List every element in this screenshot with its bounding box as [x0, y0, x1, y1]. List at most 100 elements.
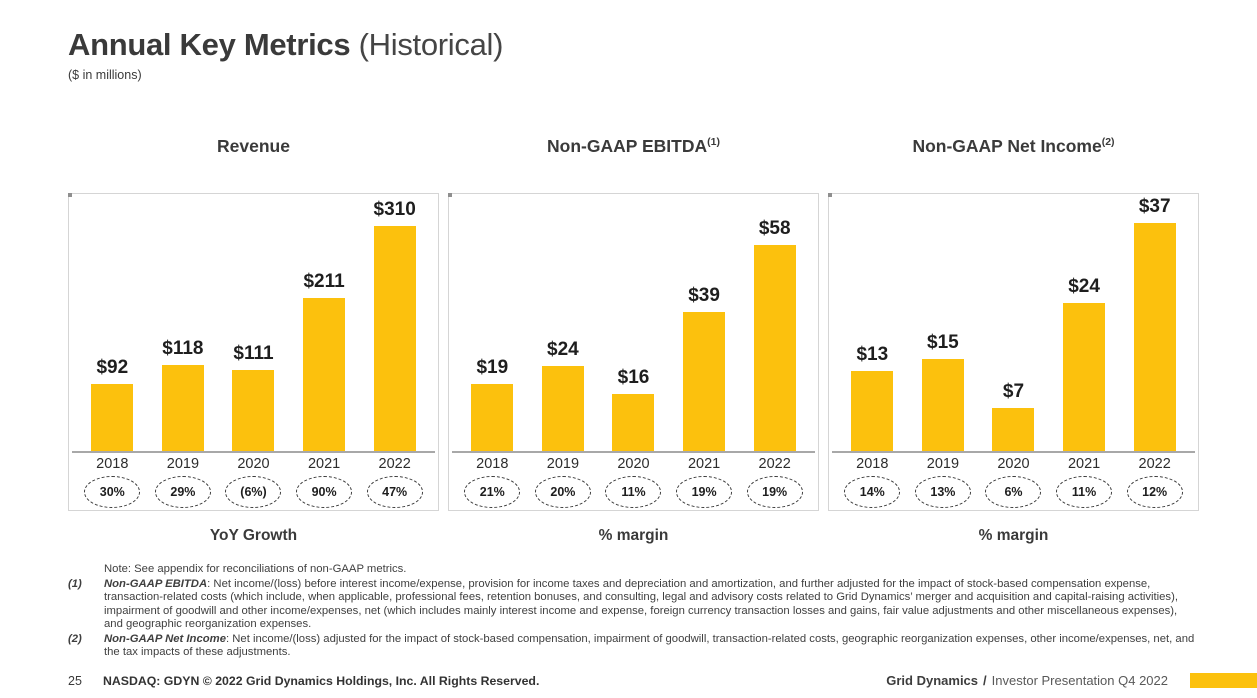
- slide-header: Annual Key Metrics (Historical) ($ in mi…: [68, 27, 1199, 83]
- bar-column: $24: [528, 339, 599, 452]
- x-tick-label: 2020: [997, 456, 1030, 473]
- bar-column: $15: [908, 332, 979, 452]
- x-tick-label: 2022: [1138, 456, 1171, 473]
- bar-column: $92: [77, 357, 148, 452]
- badge-cell: 11%: [598, 476, 669, 509]
- badge-cell: 19%: [669, 476, 740, 509]
- badge-row: 21% 20% 11% 19% 19%: [449, 472, 818, 510]
- bar-value-label: $15: [927, 332, 959, 354]
- bar: [992, 408, 1035, 452]
- x-axis-line: [832, 451, 1195, 454]
- bar-column: $7: [978, 381, 1049, 452]
- badge-cell: 29%: [148, 476, 219, 509]
- x-tick-label: 2018: [476, 456, 509, 473]
- slide-footer: 25 NASDAQ: GDYN © 2022 Grid Dynamics Hol…: [0, 673, 1257, 688]
- plot-area: $92 $118 $111 $211 $310: [69, 194, 438, 452]
- x-tick-label: 2018: [96, 456, 129, 473]
- bar-column: $310: [359, 199, 430, 452]
- bar-column: $118: [148, 338, 219, 452]
- x-tick-label: 2021: [307, 456, 341, 473]
- note-line: Note: See appendix for reconciliations o…: [104, 563, 407, 576]
- bar-value-label: $24: [547, 339, 579, 361]
- percent-badge: 30%: [84, 476, 141, 509]
- charts-row: Revenue $92 $118 $111 $211 $310 2018 2019 2020…: [68, 136, 1199, 545]
- bar: [1063, 303, 1106, 452]
- chart-footer-label: % margin: [598, 527, 669, 545]
- bar: [1133, 223, 1176, 452]
- x-tick-label: 2020: [617, 456, 650, 473]
- badge-cell: 12%: [1119, 476, 1190, 509]
- bar: [683, 312, 726, 452]
- x-tick-label: 2021: [1067, 456, 1101, 473]
- badge-cell: 19%: [739, 476, 810, 509]
- bar-column: $211: [289, 271, 360, 452]
- notes-section: Note: See appendix for reconciliations o…: [68, 563, 1199, 660]
- footnote-text: Non-GAAP Net Income: Net income/(loss) a…: [104, 633, 1199, 660]
- x-tick-row: 2018 2019 2020 2021 2022: [829, 453, 1198, 472]
- bar-value-label: $111: [233, 343, 274, 365]
- x-axis-line: [72, 451, 435, 454]
- bar-column: $24: [1049, 276, 1120, 452]
- badge-cell: 21%: [457, 476, 528, 509]
- x-tick-label: 2019: [926, 456, 960, 473]
- badge-cell: (6%): [218, 476, 289, 509]
- chart-panel: $92 $118 $111 $211 $310 2018 2019 2020 2021 2022…: [68, 193, 439, 512]
- chart-title-text: Non-GAAP Net Income: [912, 136, 1102, 157]
- percent-badge: 14%: [844, 476, 901, 509]
- bar: [373, 226, 416, 452]
- bar-value-label: $19: [476, 357, 509, 379]
- brand-separator: /: [983, 673, 987, 688]
- x-tick-label: 2018: [856, 456, 889, 473]
- chart-footer-label: YoY Growth: [209, 527, 298, 545]
- percent-badge: (6%): [225, 476, 282, 509]
- bar: [851, 371, 894, 452]
- percent-badge: 19%: [746, 476, 803, 509]
- bar: [921, 359, 964, 452]
- x-tick-label: 2019: [166, 456, 200, 473]
- bar-value-label: $24: [1068, 276, 1100, 298]
- x-tick-label: 2021: [687, 456, 721, 473]
- panel-corner-handle: [828, 193, 832, 198]
- chart-block: Revenue $92 $118 $111 $211 $310 2018 2019 2020…: [68, 136, 439, 545]
- page-number: 25: [68, 673, 82, 688]
- bar-value-label: $16: [617, 367, 650, 389]
- bar-column: $13: [837, 344, 908, 452]
- chart-footer-label: % margin: [978, 527, 1049, 545]
- badge-cell: 13%: [908, 476, 979, 509]
- bar-value-label: $13: [856, 344, 889, 366]
- bar: [541, 366, 584, 452]
- percent-badge: 90%: [296, 476, 353, 509]
- chart-block: Non-GAAP EBITDA(1) $19 $24 $16 $39 $58 2018 2…: [448, 136, 819, 545]
- brand-name: Grid Dynamics: [886, 673, 979, 688]
- bar-value-label: $58: [758, 218, 791, 240]
- x-tick-row: 2018 2019 2020 2021 2022: [69, 453, 438, 472]
- badge-row: 14% 13% 6% 11% 12%: [829, 472, 1198, 510]
- bar-value-label: $118: [162, 338, 204, 360]
- footnote-marker: (1): [68, 577, 82, 590]
- x-tick-label: 2022: [758, 456, 791, 473]
- chart-title-footnote-ref: (2): [1101, 136, 1115, 149]
- bar-value-label: $310: [373, 199, 416, 221]
- chart-title: Non-GAAP EBITDA(1): [448, 136, 819, 157]
- chart-title-text: Revenue: [217, 136, 290, 157]
- percent-badge: 12%: [1126, 476, 1183, 509]
- badge-cell: 14%: [837, 476, 908, 509]
- badge-cell: 20%: [528, 476, 599, 509]
- copyright-text: NASDAQ: GDYN © 2022 Grid Dynamics Holdin…: [103, 673, 540, 688]
- bar: [753, 245, 796, 452]
- percent-badge: 6%: [985, 476, 1042, 509]
- chart-title: Non-GAAP Net Income(2): [828, 136, 1199, 157]
- chart-title: Revenue: [68, 136, 439, 157]
- panel-corner-handle: [448, 193, 452, 198]
- bar: [232, 370, 275, 452]
- x-axis-line: [452, 451, 815, 454]
- x-tick-row: 2018 2019 2020 2021 2022: [449, 453, 818, 472]
- footnote-term: Non-GAAP EBITDA: [104, 577, 208, 590]
- page-subtitle: ($ in millions): [68, 68, 142, 83]
- badge-cell: 90%: [289, 476, 360, 509]
- footnote-term: Non-GAAP Net Income: [104, 632, 226, 645]
- badge-cell: 47%: [359, 476, 430, 509]
- bar: [91, 384, 134, 452]
- bar-value-label: $7: [1002, 381, 1025, 403]
